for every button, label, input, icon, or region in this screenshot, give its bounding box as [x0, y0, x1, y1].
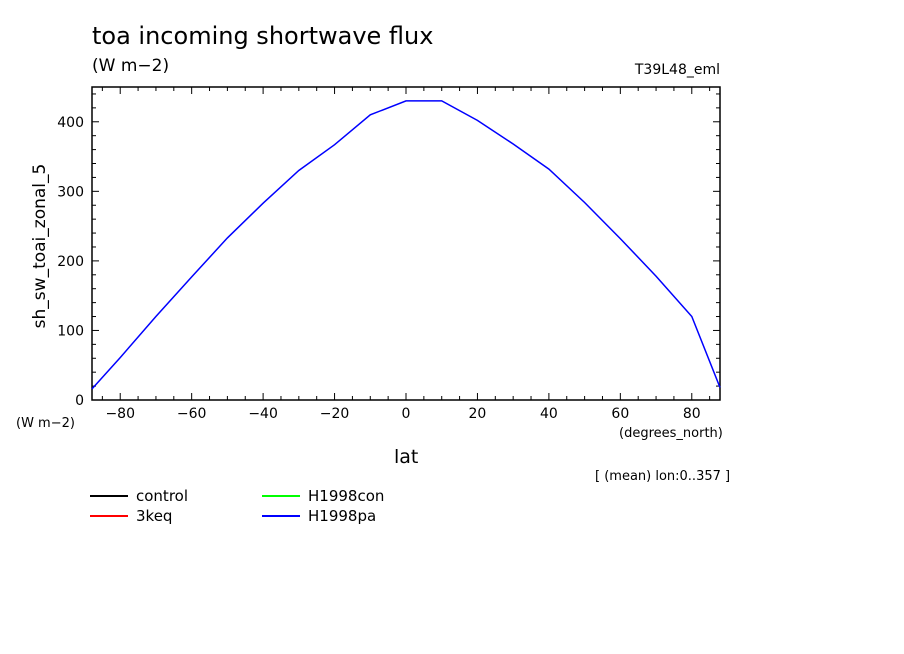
legend-swatch: [90, 495, 128, 497]
chart-units: (W m−2): [92, 56, 170, 76]
y-tick-label: 300: [57, 184, 84, 200]
legend-item: control: [90, 487, 188, 505]
legend-label: H1998pa: [308, 507, 377, 525]
legend-swatch: [262, 495, 300, 497]
x-tick-label: 40: [540, 406, 558, 422]
legend-item: H1998pa: [262, 507, 377, 525]
legend-swatch: [90, 515, 128, 517]
legend-label: H1998con: [308, 487, 385, 505]
legend-item: 3keq: [90, 507, 173, 525]
legend-item: H1998con: [262, 487, 385, 505]
legend-label: control: [136, 487, 188, 505]
y-tick-label: 400: [57, 115, 84, 131]
x-axis-label: lat: [394, 446, 419, 468]
series-line-h1998pa: [91, 100, 721, 390]
legend-label: 3keq: [136, 507, 173, 525]
x-tick-label: −60: [177, 406, 207, 422]
x-tick-label: −80: [105, 406, 135, 422]
x-tick-label: 60: [611, 406, 629, 422]
x-tick-label: −20: [320, 406, 350, 422]
x-tick-label: 20: [469, 406, 487, 422]
y-axis-units: (W m−2): [16, 416, 75, 431]
mean-note: [ (mean) lon:0..357 ]: [595, 469, 731, 484]
y-tick-label: 0: [75, 393, 84, 409]
x-tick-label: 80: [683, 406, 701, 422]
legend-swatch: [262, 515, 300, 517]
x-axis-units: (degrees_north): [619, 426, 723, 441]
run-label: T39L48_eml: [634, 62, 720, 78]
x-tick-label: 0: [402, 406, 411, 422]
x-tick-label: −40: [248, 406, 278, 422]
chart-title: toa incoming shortwave flux: [92, 22, 434, 50]
y-tick-label: 100: [57, 323, 84, 339]
y-tick-label: 200: [57, 254, 84, 270]
